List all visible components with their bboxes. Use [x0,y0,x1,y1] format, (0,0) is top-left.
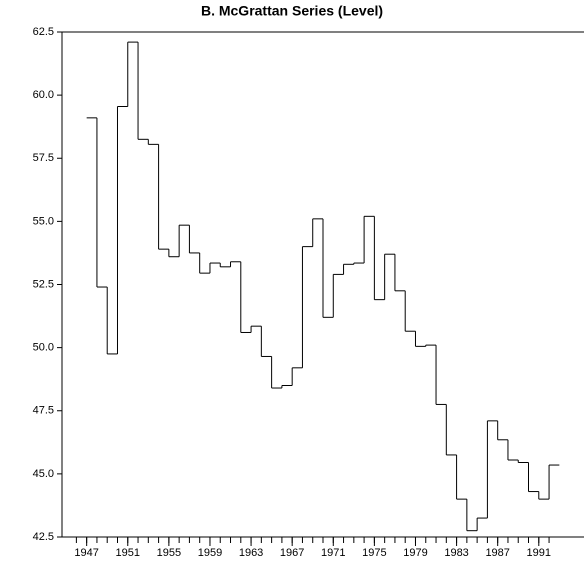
x-tick-label: 1975 [362,547,386,559]
x-tick-label: 1947 [74,547,98,559]
x-tick-label: 1951 [116,547,140,559]
x-tick-label: 1979 [403,547,427,559]
x-tick-label: 1971 [321,547,345,559]
y-tick-label: 55.0 [33,215,54,227]
x-tick-label: 1987 [485,547,509,559]
y-tick-label: 57.5 [33,152,54,164]
y-tick-label: 42.5 [33,531,54,543]
y-tick-label: 52.5 [33,278,54,290]
y-tick-label: 62.5 [33,26,54,38]
x-tick-label: 1955 [157,547,181,559]
y-tick-label: 45.0 [33,468,54,480]
y-tick-label: 60.0 [33,89,54,101]
x-tick-label: 1991 [527,547,551,559]
x-tick-label: 1963 [239,547,263,559]
x-tick-label: 1983 [444,547,468,559]
chart-title: B. McGrattan Series (Level) [201,3,383,19]
y-tick-label: 47.5 [33,405,54,417]
y-tick-label: 50.0 [33,342,54,354]
x-tick-label: 1967 [280,547,304,559]
x-tick-label: 1959 [198,547,222,559]
